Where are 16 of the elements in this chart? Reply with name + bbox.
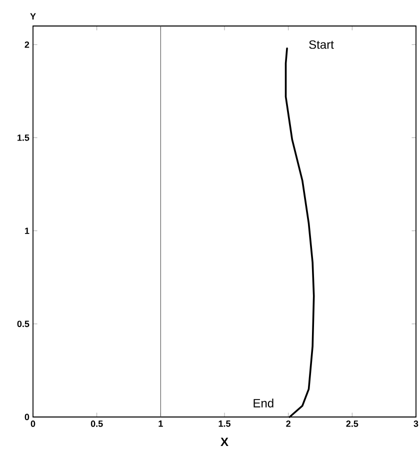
x-tick-label: 0 [30,420,36,427]
y-axis-title: Y [30,13,36,20]
y-tick-label: 1.5 [18,134,30,141]
y-tick-label: 1 [25,228,30,234]
y-tick-label: 2 [24,41,30,48]
x-tick-label: 0.5 [90,420,103,427]
x-tick-label: 2 [286,420,290,427]
y-tick-label: 0.5 [17,320,30,328]
x-tick-label: 1.5 [218,420,230,427]
y-tick-label: 0 [24,414,30,420]
x-tick-label: 1 [158,420,163,427]
x-tick-label: 3 [414,420,418,427]
x-axis-title: X [220,438,228,446]
annotation: End [254,398,274,408]
annotation: Start [309,40,334,49]
x-tick-label: 2.5 [346,420,358,427]
